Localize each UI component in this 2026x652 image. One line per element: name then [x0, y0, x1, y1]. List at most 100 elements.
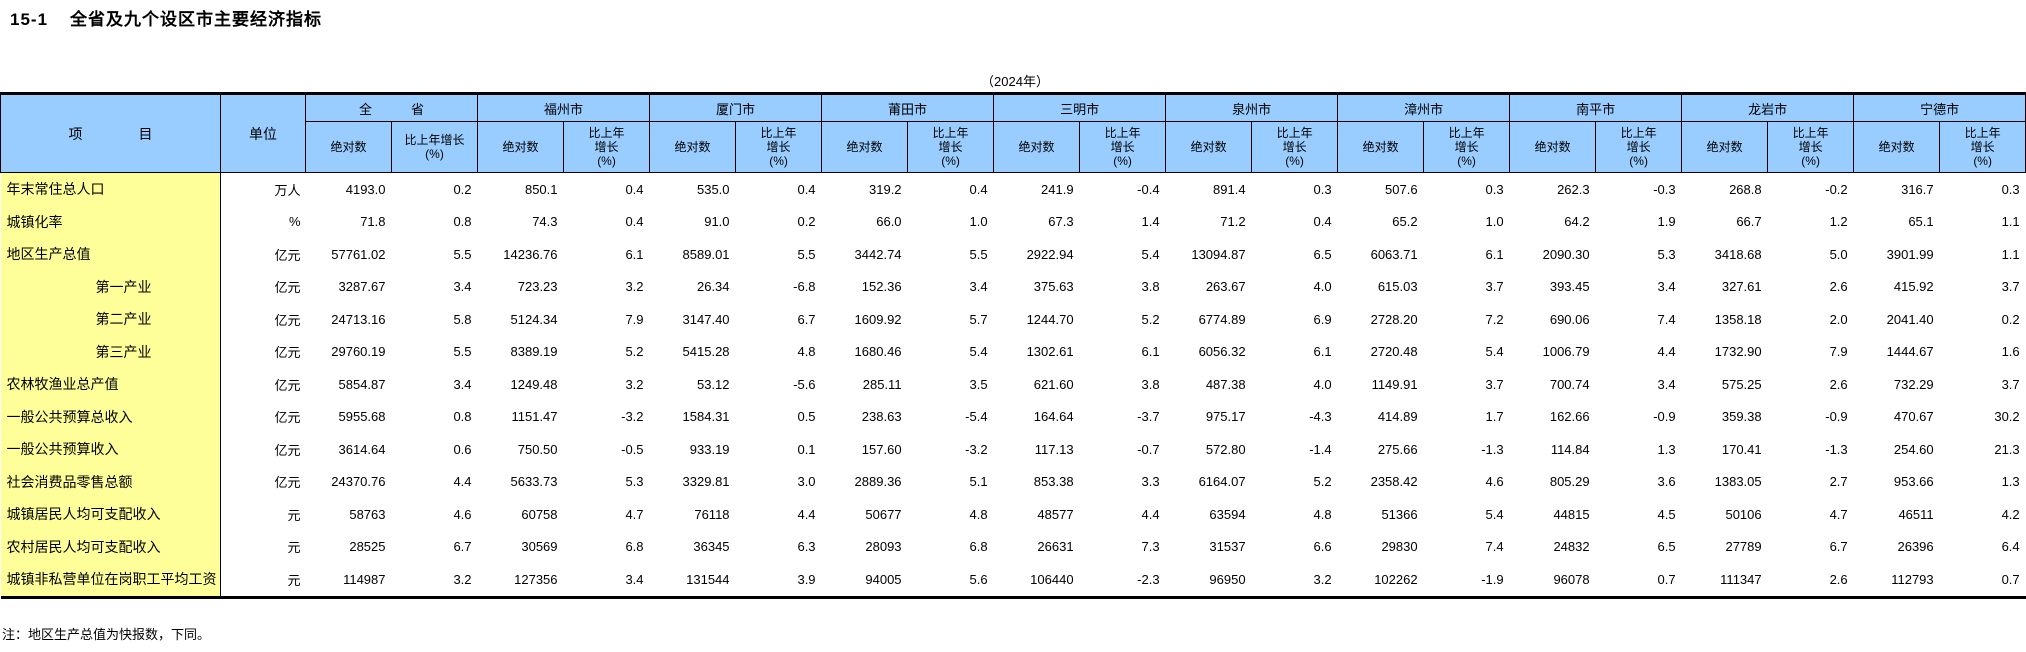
table-row: 农林牧渔业总产值 亿元 5854.87 3.4 1249.48 3.2 53.12 -5.6 2… [0, 368, 2026, 401]
value-cell-absolute: 31537 [1209, 539, 1246, 555]
value-cell-absolute: 2358.42 [1370, 474, 1418, 490]
value-cell-absolute: 975.17 [1205, 409, 1246, 425]
value-cell-growth: 4.8 [1313, 506, 1332, 522]
value-cell-absolute: 572.80 [1205, 441, 1246, 457]
value-cell-absolute: 700.74 [1549, 376, 1590, 392]
abs-header: 绝对数 [1165, 121, 1253, 173]
growth-header: 比上年增长(%) [1595, 121, 1683, 173]
value-cell-growth: 5.5 [797, 246, 816, 262]
value-cell-growth: -3.2 [621, 409, 644, 425]
value-cell-growth: 5.7 [969, 311, 988, 327]
region-header: 龙岩市 [1681, 93, 1855, 122]
abs-header: 绝对数 [1681, 121, 1769, 173]
item-cell: 社会消费品零售总额 [0, 465, 221, 498]
growth-header: 比上年增长(%) [1079, 121, 1167, 173]
value-cell-absolute: 805.29 [1549, 474, 1590, 490]
value-cell-absolute: 732.29 [1893, 376, 1934, 392]
growth-header: 比上年增长(%) [390, 121, 479, 173]
value-cell-absolute: 2041.40 [1886, 311, 1934, 327]
value-cell-growth: 6.7 [453, 539, 472, 555]
value-cell-growth: 0.6 [453, 441, 472, 457]
value-cell-absolute: 5633.73 [510, 474, 558, 490]
value-cell-absolute: 3901.99 [1886, 246, 1934, 262]
growth-header: 比上年增长(%) [1251, 121, 1339, 173]
value-cell-absolute: 14236.76 [503, 246, 558, 262]
value-cell-absolute: 50677 [865, 506, 902, 522]
item-cell: 年末常住总人口 [0, 172, 221, 206]
table-header: 项 目单位全 省福州市 厦门市 莆田市 三明市 泉州市 漳州市 南平市 龙岩市 宁德市 绝对数 比上… [0, 93, 2026, 173]
unit-cell: 亿元 [274, 312, 301, 328]
value-cell-absolute: 953.66 [1893, 474, 1934, 490]
value-cell-growth: 1.6 [2001, 344, 2020, 360]
value-cell-growth: -1.3 [1481, 441, 1504, 457]
value-cell-growth: -0.5 [621, 441, 644, 457]
value-cell-growth: 3.3 [1141, 474, 1160, 490]
value-cell-absolute: 1584.31 [682, 409, 730, 425]
value-cell-absolute: 5124.34 [510, 311, 558, 327]
value-cell-absolute: 268.8 [1729, 181, 1762, 197]
abs-header: 绝对数 [993, 121, 1081, 173]
value-cell-absolute: 3287.67 [338, 279, 386, 295]
value-cell-growth: 1.2 [1829, 214, 1848, 230]
value-cell-absolute: 26396 [1897, 539, 1934, 555]
value-cell-growth: 5.1 [969, 474, 988, 490]
value-cell-growth: 0.2 [2001, 311, 2020, 327]
value-cell-absolute: 24713.16 [331, 311, 386, 327]
value-cell-absolute: 933.19 [689, 441, 730, 457]
region-header: 莆田市 [821, 93, 995, 122]
table-body: 年末常住总人口 万人 4193.0 0.2 850.1 0.4 535.0 0.4 319.2 0… [0, 172, 2026, 597]
value-cell-growth: 3.5 [969, 376, 988, 392]
table-row: 一般公共预算收入 亿元 3614.64 0.6 750.50 -0.5 933.19 0.1 1… [0, 433, 2026, 466]
table-row: 年末常住总人口 万人 4193.0 0.2 850.1 0.4 535.0 0.4 319.2 0… [0, 172, 2026, 206]
value-cell-absolute: 575.25 [1721, 376, 1762, 392]
value-cell-absolute: 46511 [1898, 506, 1934, 522]
value-cell-growth: 6.8 [625, 539, 644, 555]
value-cell-absolute: 1244.70 [1026, 311, 1074, 327]
value-cell-absolute: 254.60 [1893, 441, 1934, 457]
item-cell: 一般公共预算收入 [0, 433, 221, 466]
value-cell-growth: 1.1 [2001, 214, 2020, 230]
unit-cell: % [288, 214, 301, 230]
value-cell-absolute: 262.3 [1557, 181, 1590, 197]
value-cell-growth: 4.8 [969, 506, 988, 522]
value-cell-absolute: 535.0 [696, 181, 730, 197]
value-cell-absolute: 3442.74 [854, 246, 902, 262]
value-cell-growth: 3.4 [1657, 279, 1676, 295]
value-cell-growth: 3.4 [453, 279, 472, 295]
value-cell-growth: 7.2 [1485, 311, 1504, 327]
value-cell-growth: 5.5 [453, 246, 472, 262]
footnote: 注：地区生产总值为快报数，下同。 [2, 627, 211, 642]
value-cell-absolute: 112793 [1891, 571, 1934, 587]
value-cell-growth: 0.1 [797, 441, 816, 457]
value-cell-absolute: 2922.94 [1026, 246, 1074, 262]
growth-header: 比上年增长(%) [907, 121, 995, 173]
value-cell-growth: 1.0 [969, 214, 988, 230]
value-cell-growth: 3.7 [2001, 279, 2020, 295]
value-cell-growth: 7.4 [1657, 311, 1676, 327]
item-cell: 地区生产总值 [0, 238, 221, 271]
value-cell-absolute: 2720.48 [1370, 344, 1418, 360]
value-cell-growth: 0.3 [1313, 181, 1332, 197]
value-cell-growth: 1.9 [1657, 214, 1676, 230]
value-cell-absolute: 891.4 [1213, 181, 1246, 197]
value-cell-growth: 3.4 [625, 571, 644, 587]
item-cell: 城镇化率 [0, 205, 221, 238]
value-cell-absolute: 67.3 [1048, 214, 1074, 230]
value-cell-growth: 5.5 [969, 246, 988, 262]
value-cell-absolute: 359.38 [1721, 409, 1762, 425]
value-cell-growth: 0.4 [969, 181, 988, 197]
item-cell: 农林牧渔业总产值 [0, 368, 221, 401]
value-cell-growth: 0.3 [2001, 181, 2020, 197]
value-cell-growth: -1.3 [1825, 441, 1848, 457]
value-cell-growth: 3.8 [1141, 376, 1160, 392]
unit-cell: 亿元 [274, 410, 301, 426]
table-row: 社会消费品零售总额 亿元 24370.76 4.4 5633.73 5.3 3329.81 3… [0, 465, 2026, 498]
value-cell-absolute: 127356 [514, 571, 558, 587]
value-cell-growth: 6.4 [2001, 539, 2020, 555]
value-cell-growth: -5.6 [793, 376, 816, 392]
value-cell-growth: 5.0 [1829, 246, 1848, 262]
value-cell-absolute: 3614.64 [338, 441, 386, 457]
value-cell-growth: 0.8 [453, 409, 472, 425]
value-cell-growth: 6.7 [1829, 539, 1848, 555]
value-cell-absolute: 5955.68 [338, 409, 386, 425]
